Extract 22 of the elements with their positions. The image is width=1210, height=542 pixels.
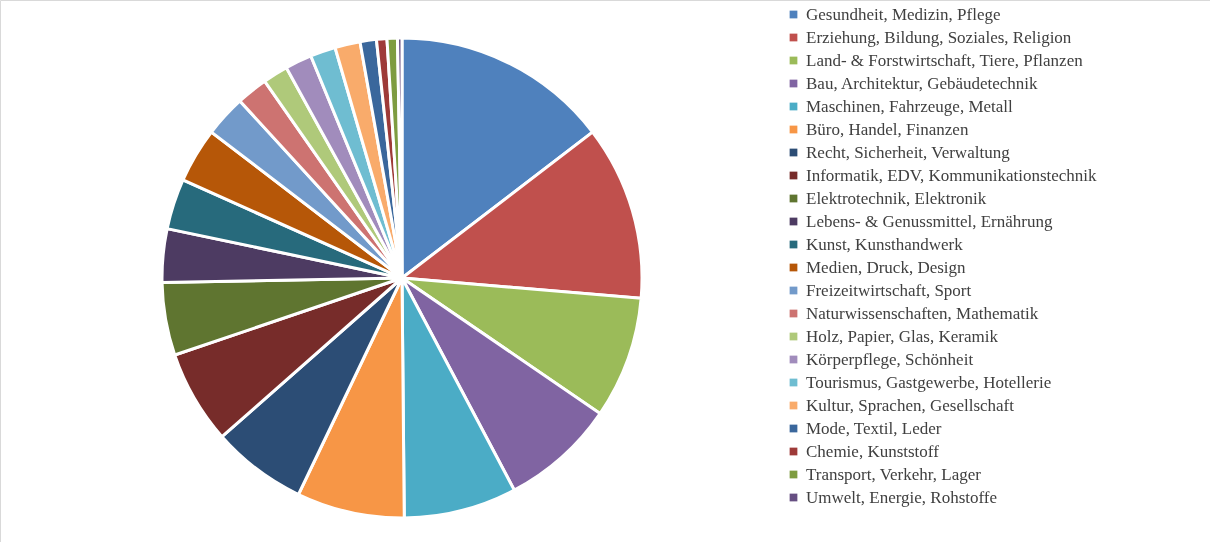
legend-label: Tourismus, Gastgewerbe, Hotellerie bbox=[806, 372, 1052, 392]
legend-label: Bau, Architektur, Gebäudetechnik bbox=[806, 73, 1039, 93]
legend-label: Recht, Sicherheit, Verwaltung bbox=[806, 142, 1011, 162]
legend-label: Elektrotechnik, Elektronik bbox=[806, 188, 987, 208]
legend-label: Büro, Handel, Finanzen bbox=[806, 119, 969, 139]
legend-label: Naturwissenschaften, Mathematik bbox=[806, 303, 1039, 323]
legend-label: Gesundheit, Medizin, Pflege bbox=[806, 4, 1001, 24]
legend-label: Kultur, Sprachen, Gesellschaft bbox=[806, 395, 1015, 415]
legend-label: Kunst, Kunsthandwerk bbox=[806, 234, 964, 254]
legend-label: Chemie, Kunststoff bbox=[806, 441, 940, 461]
legend-label: Medien, Druck, Design bbox=[806, 257, 967, 277]
legend-label: Transport, Verkehr, Lager bbox=[806, 464, 982, 484]
legend-label: Lebens- & Genussmittel, Ernährung bbox=[806, 211, 1053, 231]
legend-label: Umwelt, Energie, Rohstoffe bbox=[806, 487, 998, 507]
legend-label: Körperpflege, Schönheit bbox=[806, 349, 974, 369]
legend-label: Land- & Forstwirtschaft, Tiere, Pflanzen bbox=[806, 50, 1084, 70]
legend-label: Freizeitwirtschaft, Sport bbox=[806, 280, 972, 300]
legend-label: Erziehung, Bildung, Soziales, Religion bbox=[806, 27, 1072, 47]
legend-label: Maschinen, Fahrzeuge, Metall bbox=[806, 96, 1014, 116]
legend-label: Holz, Papier, Glas, Keramik bbox=[806, 326, 999, 346]
legend-label: Informatik, EDV, Kommunikationstechnik bbox=[806, 165, 1098, 185]
legend-label: Mode, Textil, Leder bbox=[806, 418, 942, 438]
